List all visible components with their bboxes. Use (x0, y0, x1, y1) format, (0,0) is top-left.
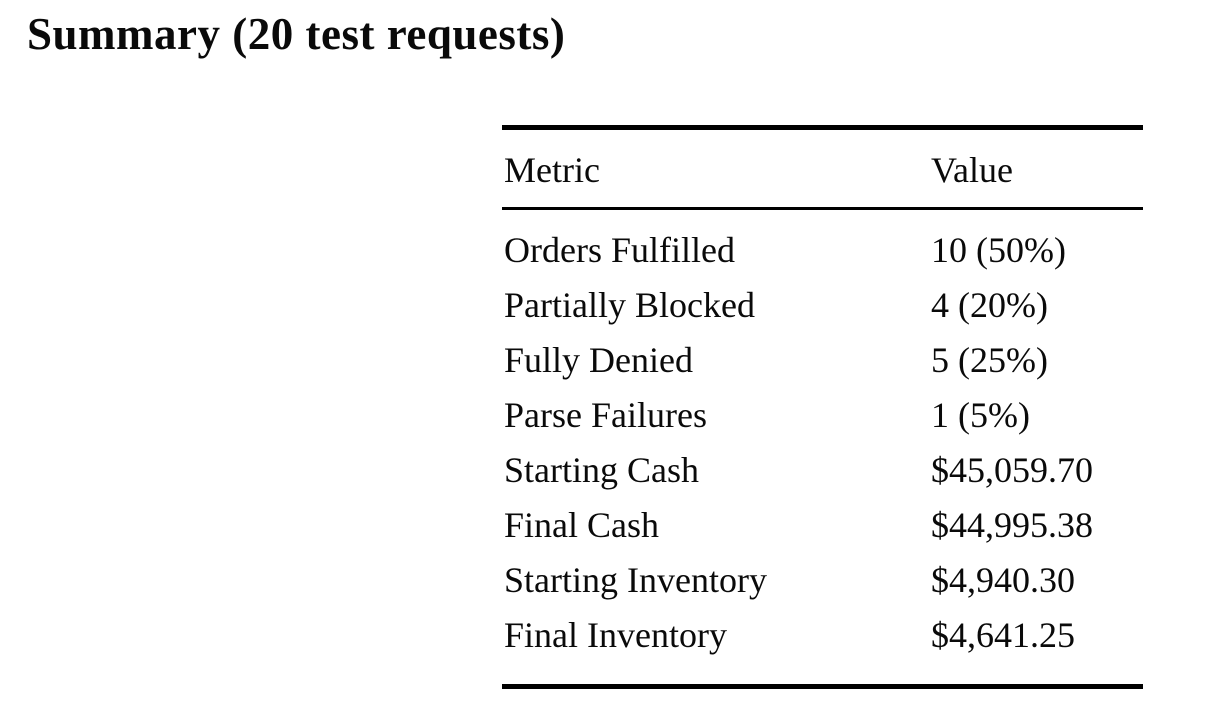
metric-cell: Starting Inventory (504, 560, 767, 600)
table-row: Orders Fulfilled 10 (50%) (502, 209, 1143, 279)
table-row: Starting Cash $45,059.70 (502, 443, 1143, 498)
value-cell: $44,995.38 (931, 505, 1093, 545)
metric-cell: Final Inventory (504, 615, 727, 655)
summary-table-container: Metric Value Orders Fulfilled 10 (50%) P… (502, 125, 1143, 689)
header-row: Metric Value (502, 127, 1143, 210)
metric-cell: Starting Cash (504, 450, 699, 490)
metric-cell: Orders Fulfilled (504, 230, 735, 270)
table-row: Partially Blocked 4 (20%) (502, 278, 1143, 333)
metric-cell: Partially Blocked (504, 285, 755, 325)
metric-cell: Fully Denied (504, 340, 693, 380)
table-row: Starting Inventory $4,940.30 (502, 553, 1143, 608)
table-row: Final Inventory $4,641.25 (502, 608, 1143, 687)
value-cell: 10 (50%) (931, 230, 1066, 270)
value-cell: 5 (25%) (931, 340, 1048, 380)
metric-cell: Parse Failures (504, 395, 707, 435)
summary-table: Metric Value Orders Fulfilled 10 (50%) P… (502, 125, 1143, 689)
value-cell: 1 (5%) (931, 395, 1030, 435)
column-header-metric: Metric (502, 127, 929, 210)
column-header-value: Value (929, 127, 1143, 210)
summary-table-body: Orders Fulfilled 10 (50%) Partially Bloc… (502, 209, 1143, 687)
value-cell: 4 (20%) (931, 285, 1048, 325)
value-cell: $4,940.30 (931, 560, 1075, 600)
value-cell: $4,641.25 (931, 615, 1075, 655)
table-row: Fully Denied 5 (25%) (502, 333, 1143, 388)
summary-table-header: Metric Value (502, 127, 1143, 210)
table-row: Final Cash $44,995.38 (502, 498, 1143, 553)
metric-cell: Final Cash (504, 505, 660, 545)
value-cell: $45,059.70 (931, 450, 1093, 490)
page-title: Summary (20 test requests) (27, 9, 566, 59)
table-row: Parse Failures 1 (5%) (502, 388, 1143, 443)
